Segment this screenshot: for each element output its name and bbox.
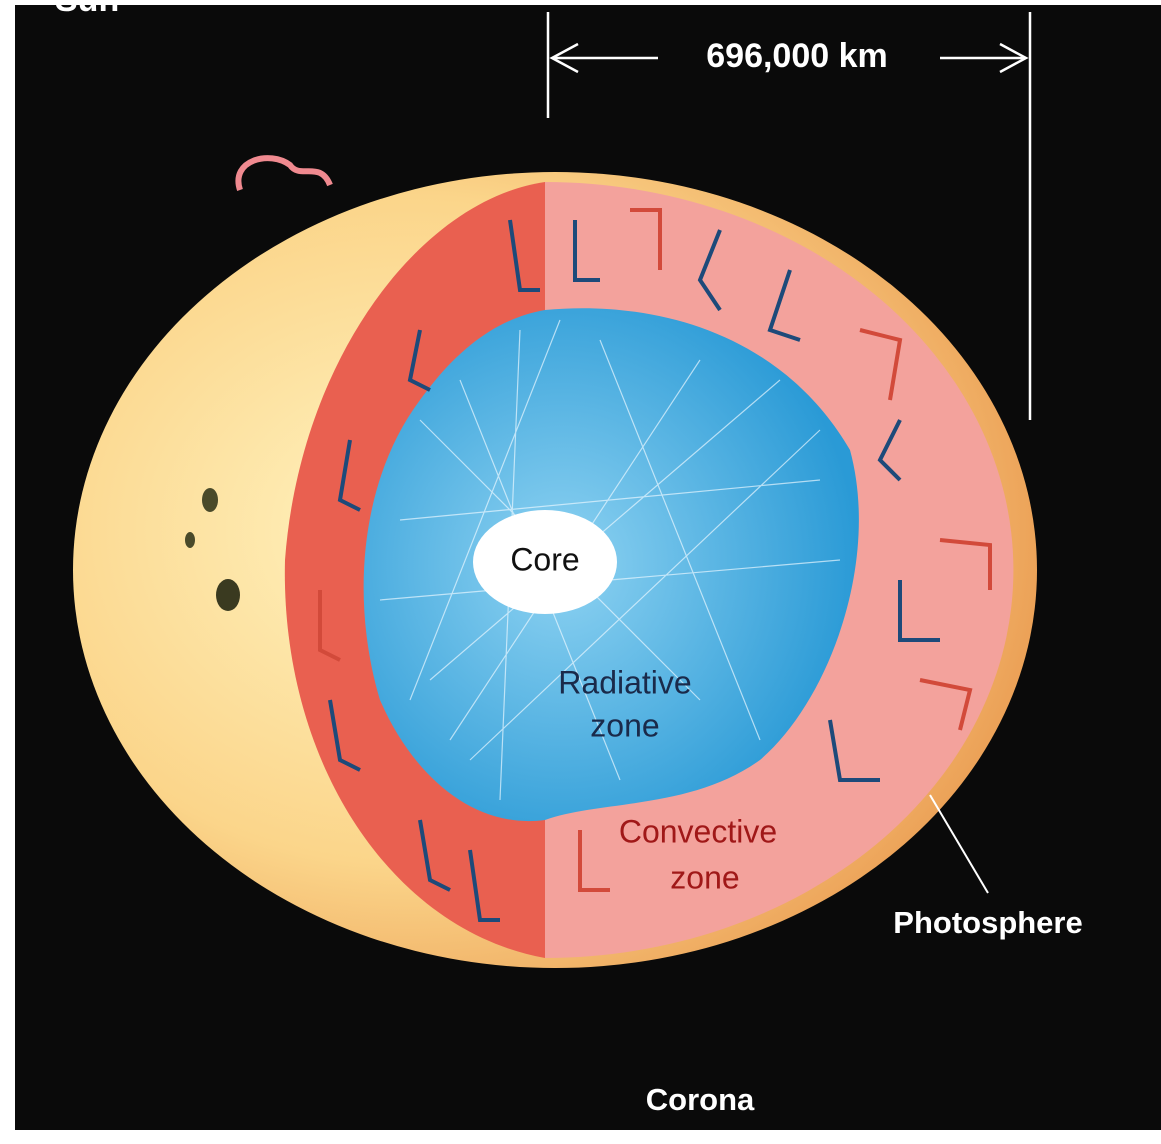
sunspot xyxy=(216,579,240,611)
convective-label: Convective xyxy=(619,813,777,849)
diagram: Sun xyxy=(0,0,1161,1139)
sunspot xyxy=(185,532,195,548)
corona-label: Corona xyxy=(646,1082,755,1117)
radiative-label: zone xyxy=(590,707,659,743)
photosphere-label: Photosphere xyxy=(893,905,1082,940)
page: {"title": "Sun", "dimension": {"label": … xyxy=(0,0,1161,1139)
sunspot xyxy=(202,488,218,512)
title: Sun xyxy=(55,0,119,19)
dimension-label: 696,000 km xyxy=(706,37,888,75)
core-label: Core xyxy=(510,541,579,577)
convective-label: zone xyxy=(670,859,739,895)
radiative-label: Radiative xyxy=(558,664,691,700)
